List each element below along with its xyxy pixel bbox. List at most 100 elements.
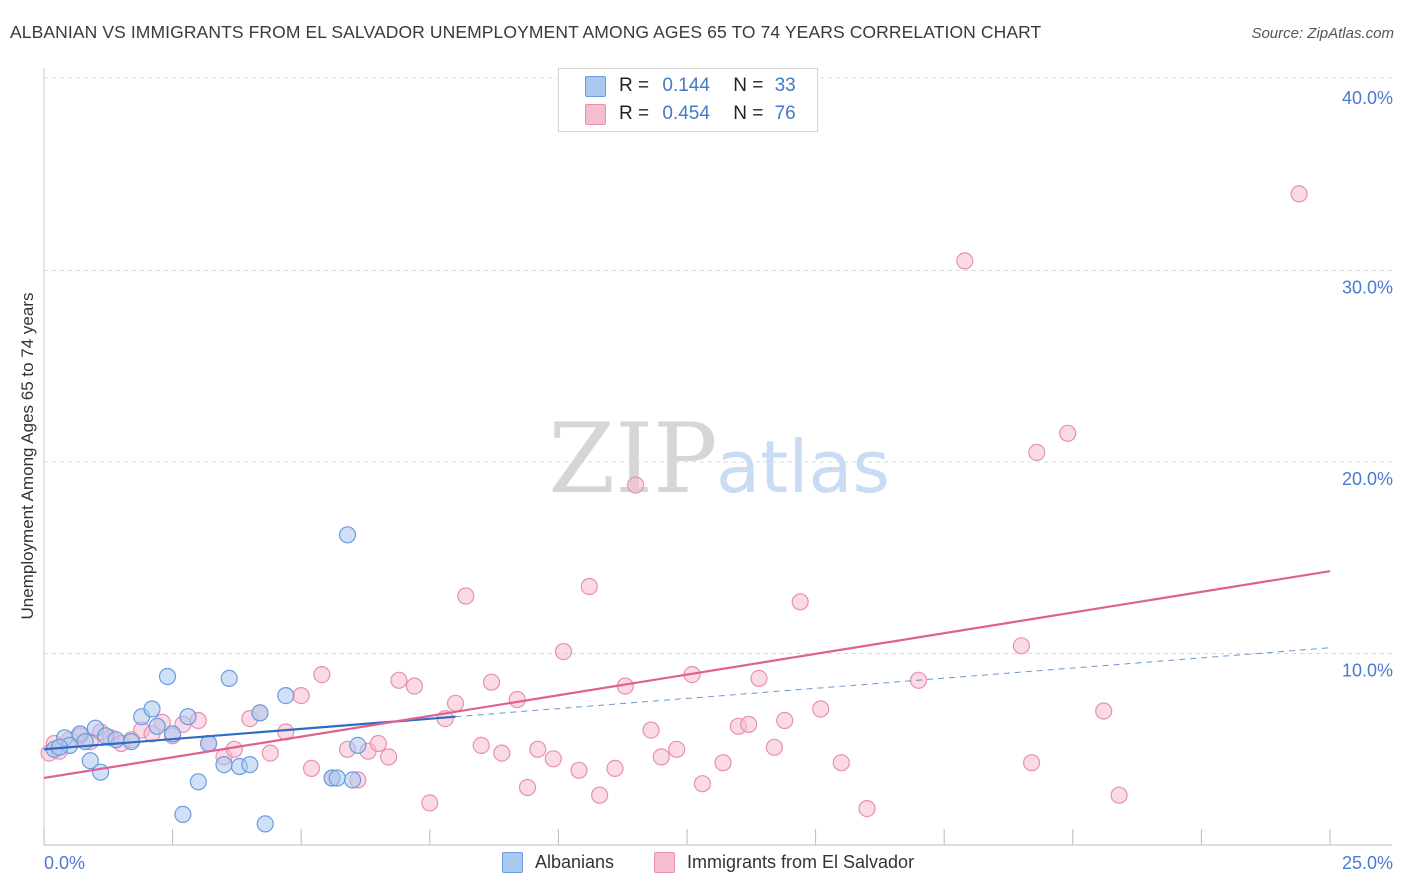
el-salvador-point (554, 642, 573, 661)
legend-swatch-pink (654, 852, 675, 873)
albanians-point (107, 731, 125, 749)
albanians-point (220, 669, 238, 688)
albanians-point (344, 771, 362, 789)
el-salvador-point (482, 673, 501, 691)
legend-r-label: R = (619, 103, 650, 124)
el-salvador-point (714, 754, 732, 772)
el-salvador-point (405, 677, 423, 695)
legend-row-albanians: R = 0.144 N = 33 (585, 75, 796, 97)
x-tick-label: 0.0% (44, 853, 85, 873)
el-salvador-point (390, 671, 408, 689)
el-salvador-point (570, 761, 588, 779)
watermark-zip: ZIP (548, 403, 717, 515)
albanians-point (277, 686, 295, 705)
el-salvador-point (1022, 754, 1041, 772)
watermark: ZIP atlas (548, 403, 890, 515)
albanians-point (189, 773, 207, 791)
legend-item-el-salvador[interactable]: Immigrants from El Salvador (654, 852, 914, 873)
albanians-point (241, 755, 259, 774)
legend-r-label: R = (619, 75, 650, 96)
y-tick-label: 40.0% (1342, 88, 1393, 108)
el-salvador-point (858, 799, 876, 818)
data-points (40, 185, 1308, 833)
el-salvador-point (740, 715, 758, 734)
trend-lines (43, 570, 1331, 780)
el-salvador-point (606, 759, 624, 778)
el-salvador-point (668, 740, 686, 758)
legend-r-value: 0.144 (662, 75, 710, 96)
el-salvador-point (369, 734, 387, 753)
el-salvador-point (472, 736, 490, 755)
albanians-point (179, 708, 197, 726)
albanians-point (91, 763, 110, 781)
el-salvador-point (518, 778, 537, 797)
el-salvador-point (421, 794, 439, 812)
el-salvador-point (529, 740, 547, 758)
el-salvador-point (956, 252, 974, 270)
el-salvador-point (1095, 702, 1113, 720)
el-salvador-point (261, 744, 279, 762)
legend-swatch-blue (502, 852, 523, 873)
legend-label-el-salvador: Immigrants from El Salvador (687, 852, 915, 872)
albanians-point (256, 815, 274, 833)
el-salvador-point (642, 721, 660, 739)
el-salvador-point (750, 669, 768, 688)
el-salvador-point (791, 593, 809, 611)
watermark-atlas: atlas (716, 425, 890, 509)
grid-lines (44, 77, 1392, 654)
x-tick-label: 25.0% (1342, 853, 1393, 873)
albanians-point (338, 526, 357, 544)
legend-item-albanians[interactable]: Albanians (502, 852, 614, 873)
albanians-point (81, 752, 99, 770)
el-salvador-point (652, 748, 670, 766)
albanians-point (251, 704, 269, 722)
el-salvador-point (313, 665, 331, 684)
y-tick-label: 10.0% (1342, 661, 1393, 681)
el-salvador-trend-line (43, 570, 1331, 780)
el-salvador-point (590, 786, 609, 804)
albanians-point (200, 734, 218, 753)
el-salvador-point (1012, 637, 1031, 655)
el-salvador-point (626, 476, 645, 494)
y-tick-label: 20.0% (1342, 469, 1393, 489)
albanians-point (174, 805, 192, 824)
el-salvador-point (1290, 185, 1308, 203)
correlation-legend: R = 0.144 N = 33 R = 0.454 N = 76 (558, 68, 818, 132)
el-salvador-point (812, 700, 830, 718)
el-salvador-point (380, 748, 398, 766)
albanians-point (158, 667, 177, 686)
axes (43, 68, 1392, 846)
legend-n-value: 76 (774, 103, 796, 124)
albanians-point (328, 769, 346, 787)
albanians-point (143, 700, 161, 718)
el-salvador-point (446, 694, 465, 712)
legend-n-value: 33 (774, 75, 796, 96)
el-salvador-point (292, 686, 310, 705)
albanians-point (215, 755, 233, 774)
el-salvador-point (508, 690, 526, 709)
el-salvador-point (457, 587, 475, 605)
legend-swatch-pink (585, 103, 606, 125)
legend-row-el-salvador: R = 0.454 N = 76 (585, 103, 796, 125)
el-salvador-point (776, 711, 794, 730)
el-salvador-point (832, 754, 850, 772)
el-salvador-point (1028, 443, 1046, 461)
el-salvador-point (765, 738, 784, 756)
legend-n-label: N = (733, 75, 764, 96)
y-tick-label: 30.0% (1342, 278, 1393, 298)
tick-labels: 10.0% 20.0% 30.0% 40.0% 0.0% 25.0% (44, 88, 1393, 873)
albanians-point (349, 736, 367, 755)
legend-swatch-blue (585, 75, 606, 97)
el-salvador-point (693, 775, 712, 793)
el-salvador-point (302, 759, 321, 778)
chart-title: ALBANIAN VS IMMIGRANTS FROM EL SALVADOR … (10, 22, 1042, 42)
el-salvador-point (1110, 786, 1128, 804)
el-salvador-point (493, 744, 511, 762)
albanians-point (148, 717, 166, 735)
albanians-trend-extension (455, 647, 1331, 718)
legend-label-albanians: Albanians (535, 852, 615, 872)
legend-r-value: 0.454 (662, 103, 710, 124)
el-salvador-point (1059, 424, 1077, 442)
source-credit: Source: ZipAtlas.com (1251, 25, 1394, 42)
